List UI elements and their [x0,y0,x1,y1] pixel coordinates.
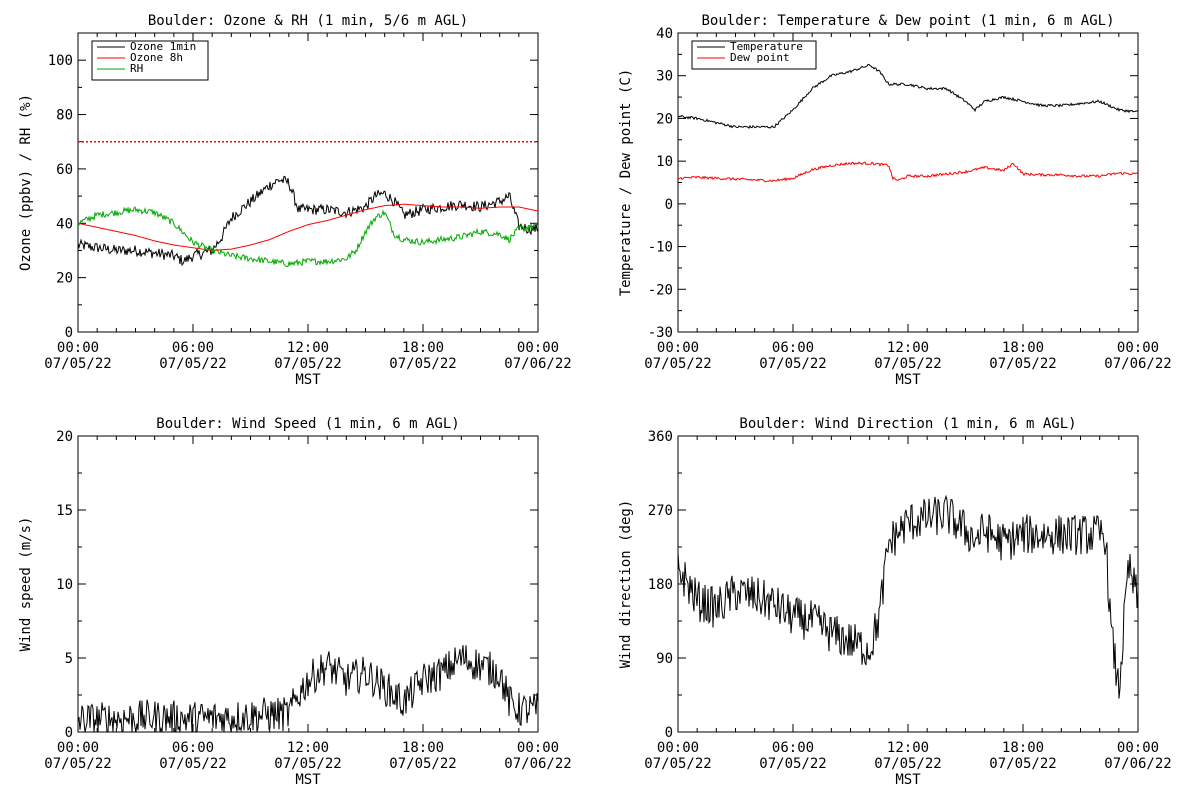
y-tick-label: 10 [56,577,73,593]
x-tick-date: 07/06/22 [504,756,571,772]
y-tick-label: 40 [56,216,73,232]
chart-temp_dew: Boulder: Temperature & Dew point (1 min,… [618,13,1172,388]
plot-frame [677,435,1139,733]
y-axis-label: Wind direction (deg) [618,500,634,669]
series-line-dew-point [677,161,1139,183]
legend-label: Ozone 8h [130,51,183,64]
y-tick-label: 5 [65,651,73,667]
x-tick-date: 07/05/22 [759,756,826,772]
x-tick-date: 07/05/22 [874,756,941,772]
y-tick-label: 360 [648,429,673,445]
y-tick-label: -20 [648,282,673,298]
x-tick-time: 00:00 [517,740,559,756]
x-tick-date: 07/05/22 [159,756,226,772]
x-tick-time: 00:00 [1117,340,1159,356]
legend-label: Dew point [730,51,790,64]
series-line-temperature [677,63,1139,129]
y-tick-label: 15 [56,503,73,519]
x-tick-time: 06:00 [172,340,214,356]
chart-wind_speed: Boulder: Wind Speed (1 min, 6 m AGL) 0 5 10… [18,416,572,788]
y-tick-label: 80 [56,108,73,124]
x-tick-time: 18:00 [402,340,444,356]
x-tick-time: 06:00 [172,740,214,756]
y-axis-label: Ozone (ppbv) / RH (%) [18,94,34,271]
legend-label: Temperature [730,40,803,53]
chart-title: Boulder: Temperature & Dew point (1 min,… [701,13,1114,29]
x-tick-date: 07/05/22 [389,356,456,372]
plot-frame [677,32,1139,333]
x-tick-date: 07/05/22 [44,756,111,772]
y-tick-label: 40 [656,26,673,42]
x-tick-date: 07/05/22 [159,356,226,372]
x-tick-time: 12:00 [287,740,329,756]
y-tick-label: -10 [648,240,673,256]
series-line-data [677,494,1139,699]
x-tick-date: 07/05/22 [644,356,711,372]
legend-box [691,40,817,70]
x-axis-label: MST [895,772,921,788]
y-tick-label: 180 [648,577,673,593]
x-tick-date: 07/05/22 [989,356,1056,372]
y-tick-label: 20 [56,429,73,445]
x-tick-time: 18:00 [1002,340,1044,356]
y-tick-label: -30 [648,325,673,341]
x-tick-date: 07/05/22 [389,756,456,772]
x-tick-date: 07/05/22 [874,356,941,372]
x-tick-time: 06:00 [772,340,814,356]
x-tick-time: 00:00 [1117,740,1159,756]
x-tick-time: 00:00 [517,340,559,356]
x-tick-time: 06:00 [772,740,814,756]
x-axis-label: MST [895,372,921,388]
x-tick-date: 07/05/22 [274,356,341,372]
x-tick-time: 12:00 [887,740,929,756]
series-line-data [77,645,539,733]
y-tick-label: 30 [656,69,673,85]
y-tick-label: 0 [665,197,673,213]
y-tick-label: 0 [65,725,73,741]
y-tick-label: 100 [48,53,73,69]
x-tick-time: 00:00 [657,340,699,356]
x-tick-time: 18:00 [1002,740,1044,756]
x-tick-date: 07/06/22 [1104,356,1171,372]
y-tick-label: 20 [56,271,73,287]
y-tick-label: 20 [656,111,673,127]
chart-wind_dir: Boulder: Wind Direction (1 min, 6 m AGL)… [618,416,1172,788]
x-axis-label: MST [295,372,321,388]
series-line-ozone-1min [77,175,539,267]
legend-label: Ozone 1min [130,40,196,53]
chart-title: Boulder: Ozone & RH (1 min, 5/6 m AGL) [148,13,468,29]
x-tick-time: 00:00 [57,740,99,756]
y-tick-label: 0 [665,725,673,741]
y-tick-label: 90 [656,651,673,667]
x-tick-date: 07/05/22 [759,356,826,372]
x-tick-time: 00:00 [57,340,99,356]
x-tick-date: 07/05/22 [44,356,111,372]
y-axis-label: Wind speed (m/s) [18,517,34,652]
y-tick-label: 60 [56,162,73,178]
x-tick-time: 12:00 [287,340,329,356]
x-tick-date: 07/05/22 [644,756,711,772]
x-tick-date: 07/06/22 [504,356,571,372]
chart-title: Boulder: Wind Speed (1 min, 6 m AGL) [156,416,459,432]
series-line-rh [77,206,539,268]
x-tick-time: 12:00 [887,340,929,356]
x-tick-date: 07/06/22 [1104,756,1171,772]
x-axis-label: MST [295,772,321,788]
y-tick-label: 0 [65,325,73,341]
chart-title: Boulder: Wind Direction (1 min, 6 m AGL) [739,416,1076,432]
x-tick-date: 07/05/22 [989,756,1056,772]
x-tick-time: 18:00 [402,740,444,756]
y-tick-label: 10 [656,154,673,170]
legend-label: RH [130,62,143,75]
y-axis-label: Temperature / Dew point (C) [618,69,634,297]
x-tick-date: 07/05/22 [274,756,341,772]
chart-ozone_rh: Boulder: Ozone & RH (1 min, 5/6 m AGL) 0 2… [18,13,572,388]
x-tick-time: 00:00 [657,740,699,756]
series-line-ozone-8h [77,203,539,251]
y-tick-label: 270 [648,503,673,519]
